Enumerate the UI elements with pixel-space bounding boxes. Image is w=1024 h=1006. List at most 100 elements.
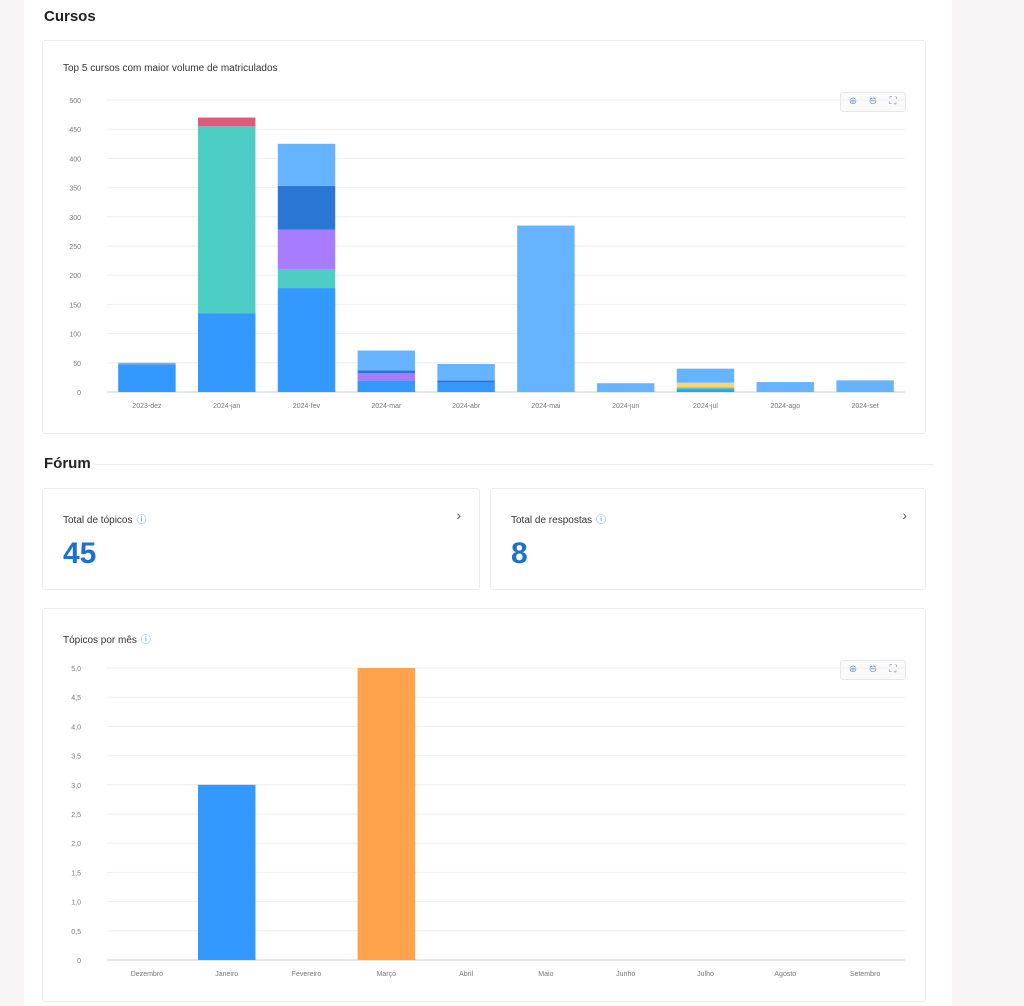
x-tick-label: 2024-jun xyxy=(612,403,639,410)
bar xyxy=(357,668,416,960)
total-respostas-label-wrap: Total de respostas ⓘ xyxy=(511,511,606,526)
bar-segment xyxy=(676,368,735,383)
y-tick-label: 4,0 xyxy=(71,724,81,731)
y-tick-label: 400 xyxy=(69,156,81,163)
x-tick-label: Dezembro xyxy=(131,971,163,978)
y-tick-label: 300 xyxy=(69,215,81,222)
x-tick-label: 2024-mar xyxy=(371,403,402,410)
zoom-in-icon[interactable]: ⊕ xyxy=(848,664,858,675)
fullscreen-icon[interactable]: ⛶ xyxy=(889,664,897,675)
y-tick-label: 3,0 xyxy=(71,783,81,790)
y-tick-label: 3,5 xyxy=(71,754,81,761)
y-tick-label: 0 xyxy=(77,958,81,965)
forum-section-title: Fórum xyxy=(44,455,91,472)
y-tick-label: 200 xyxy=(69,273,81,280)
topicos-bar-chart: 0 0,5 1,0 1,5 2,0 2,5 3,0 3,5 4,0 4,5 5,0 Dezembro J… xyxy=(71,666,905,978)
bar-segment xyxy=(676,389,735,392)
bar-segment xyxy=(596,383,655,392)
y-tick-label: 100 xyxy=(69,332,81,339)
cursos-section-title: Cursos xyxy=(44,8,96,25)
x-tick-label: Maio xyxy=(538,971,553,978)
bar-segment xyxy=(277,269,336,289)
bar-segment xyxy=(277,288,336,392)
bar-segment xyxy=(756,382,815,392)
y-tick-label: 0 xyxy=(77,390,81,397)
bar-segment xyxy=(357,373,416,381)
bar-segment xyxy=(437,363,495,381)
y-tick-label: 5,0 xyxy=(71,666,81,673)
zoom-reset-icon[interactable]: ⊖ xyxy=(868,664,878,675)
x-tick-label: Setembro xyxy=(850,971,880,978)
dashboard-page: Cursos Top 5 cursos com maior volume de … xyxy=(24,0,952,1006)
help-icon[interactable]: ⓘ xyxy=(140,635,151,646)
x-tick-label: 2023-dez xyxy=(132,403,162,410)
topicos-chart-title: Tópicos por mês xyxy=(63,635,137,646)
x-tick-label: 2024-mai xyxy=(531,403,561,410)
x-tick-label: 2024-ago xyxy=(771,403,801,410)
help-icon[interactable]: ⓘ xyxy=(136,515,147,526)
topicos-chart-title-wrap: Tópicos por mês ⓘ xyxy=(63,631,151,646)
bar-segment xyxy=(277,185,336,230)
x-tick-label: 2024-jan xyxy=(213,403,240,410)
total-respostas-value: 8 xyxy=(511,537,528,570)
y-tick-label: 250 xyxy=(69,244,81,251)
forum-divider xyxy=(94,464,934,465)
x-tick-label: 2024-fev xyxy=(293,403,321,410)
topicos-chart-card: Tópicos por mês ⓘ ⊕ ⊖ ⛶ 0 0,5 1,0 1,5 2,0 2,5 3… xyxy=(42,608,926,1002)
y-tick-label: 2,0 xyxy=(71,841,81,848)
zoom-in-icon[interactable]: ⊕ xyxy=(848,96,858,107)
x-tick-label: Abril xyxy=(459,971,473,978)
fullscreen-icon[interactable]: ⛶ xyxy=(889,96,897,107)
bar xyxy=(197,784,256,960)
chevron-right-icon[interactable]: › xyxy=(902,507,907,523)
bar-segment xyxy=(357,350,416,371)
bar-segment xyxy=(437,382,495,392)
topicos-chart-toolbar: ⊕ ⊖ ⛶ xyxy=(840,660,906,680)
y-tick-label: 1,0 xyxy=(71,900,81,907)
x-tick-label: Março xyxy=(377,971,397,978)
bar-segment xyxy=(277,143,336,186)
bar-segment xyxy=(197,313,256,392)
y-tick-label: 0,5 xyxy=(71,929,81,936)
x-tick-label: Julho xyxy=(697,971,714,978)
bar-segment xyxy=(357,380,416,392)
x-tick-label: Fevereiro xyxy=(292,971,322,978)
x-tick-label: Janeiro xyxy=(215,971,238,978)
y-tick-label: 50 xyxy=(73,361,81,368)
total-topicos-value: 45 xyxy=(63,537,97,570)
bar-segment xyxy=(197,117,256,127)
cursos-bar-chart: 0 50 100 150 200 250 300 350 400 450 500 2023-dez 20… xyxy=(69,98,905,410)
total-respostas-label: Total de respostas xyxy=(511,515,593,526)
x-tick-label: Agosto xyxy=(774,971,796,978)
bar-segment xyxy=(836,380,894,392)
y-tick-label: 450 xyxy=(69,127,81,134)
y-tick-label: 350 xyxy=(69,186,81,193)
y-tick-label: 1,5 xyxy=(71,870,81,877)
bar-segment xyxy=(197,126,256,314)
cursos-chart-title: Top 5 cursos com maior volume de matricu… xyxy=(63,63,278,74)
bar-segment xyxy=(437,380,495,383)
bar-segment xyxy=(357,370,416,374)
bar-segment xyxy=(118,362,176,365)
x-tick-label: 2024-set xyxy=(851,403,878,410)
bar-segment xyxy=(517,225,575,392)
total-respostas-card[interactable]: Total de respostas ⓘ › 8 xyxy=(490,488,926,590)
y-tick-label: 2,5 xyxy=(71,812,81,819)
chevron-right-icon[interactable]: › xyxy=(456,507,461,523)
bar-segment xyxy=(676,387,735,390)
bar-segment xyxy=(676,382,735,388)
bar-segment xyxy=(118,364,176,392)
x-tick-label: 2024-jul xyxy=(693,403,718,410)
cursos-chart-card: Top 5 cursos com maior volume de matricu… xyxy=(42,40,926,434)
total-topicos-label-wrap: Total de tópicos ⓘ xyxy=(63,511,147,526)
bar-segment xyxy=(277,229,336,270)
y-tick-label: 500 xyxy=(69,98,81,105)
total-topicos-label: Total de tópicos xyxy=(63,515,133,526)
cursos-chart-toolbar: ⊕ ⊖ ⛶ xyxy=(840,92,906,112)
y-tick-label: 4,5 xyxy=(71,695,81,702)
zoom-reset-icon[interactable]: ⊖ xyxy=(868,96,878,107)
total-topicos-card[interactable]: Total de tópicos ⓘ › 45 xyxy=(42,488,480,590)
help-icon[interactable]: ⓘ xyxy=(596,515,607,526)
x-tick-label: 2024-abr xyxy=(452,403,481,410)
x-tick-label: Junho xyxy=(616,971,635,978)
